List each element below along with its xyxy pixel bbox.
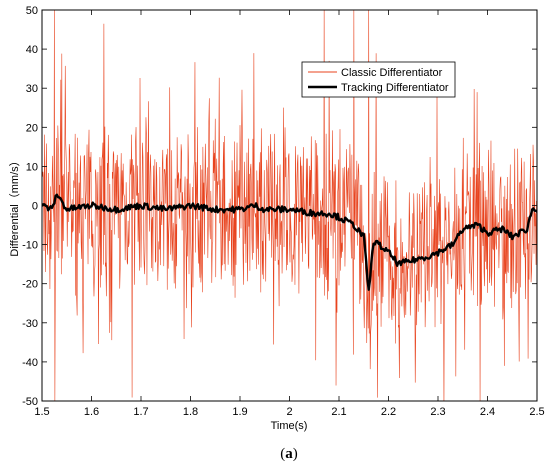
y-axis-label: Differential（mm/s） [8,155,21,256]
series-layer [42,10,537,401]
x-axis-label: Time(s) [271,420,308,432]
x-tick-label: 1.5 [34,406,49,418]
x-tick-label: 2.2 [381,406,396,418]
y-tick-label: -40 [22,357,38,369]
y-axis-ticks: -50 -40 -30 -20 -10 0 10 20 30 40 50 [22,5,537,408]
y-tick-label: -20 [22,279,38,291]
figure-caption: (a) [280,446,298,462]
x-tick-label: 1.6 [84,406,99,418]
y-tick-label: 10 [26,161,38,173]
x-tick-label: 2.3 [430,406,445,418]
x-tick-label: 2.4 [480,406,495,418]
y-tick-label: 50 [26,5,38,17]
caption-letter: a [285,446,293,462]
x-tick-label: 2.5 [529,406,544,418]
y-tick-label: 0 [32,201,38,213]
x-tick-label: 1.7 [133,406,148,418]
y-tick-label: -50 [22,396,38,408]
caption-open: ( [280,446,285,462]
legend: Classic Differentiator Tracking Differen… [301,61,456,98]
y-tick-label: 40 [26,44,38,56]
caption-close: ) [293,446,298,462]
x-tick-label: 2 [286,406,292,418]
x-tick-label: 2.1 [331,406,346,418]
legend-label-tracking: Tracking Differentiator [341,82,449,94]
series-line-classic-differentiator [42,10,537,401]
y-tick-label: 20 [26,122,38,134]
x-tick-label: 1.9 [232,406,247,418]
legend-box [301,61,456,98]
legend-label-classic: Classic Differentiator [341,67,443,79]
y-tick-label: -10 [22,240,38,252]
y-tick-label: -30 [22,318,38,330]
series-line-tracking-differentiator [42,193,537,291]
x-tick-label: 1.8 [183,406,198,418]
y-tick-label: 30 [26,83,38,95]
x-axis-ticks: 1.5 1.6 1.7 1.8 1.9 2 2.1 2.2 2.3 2.4 2.5 [34,10,545,418]
